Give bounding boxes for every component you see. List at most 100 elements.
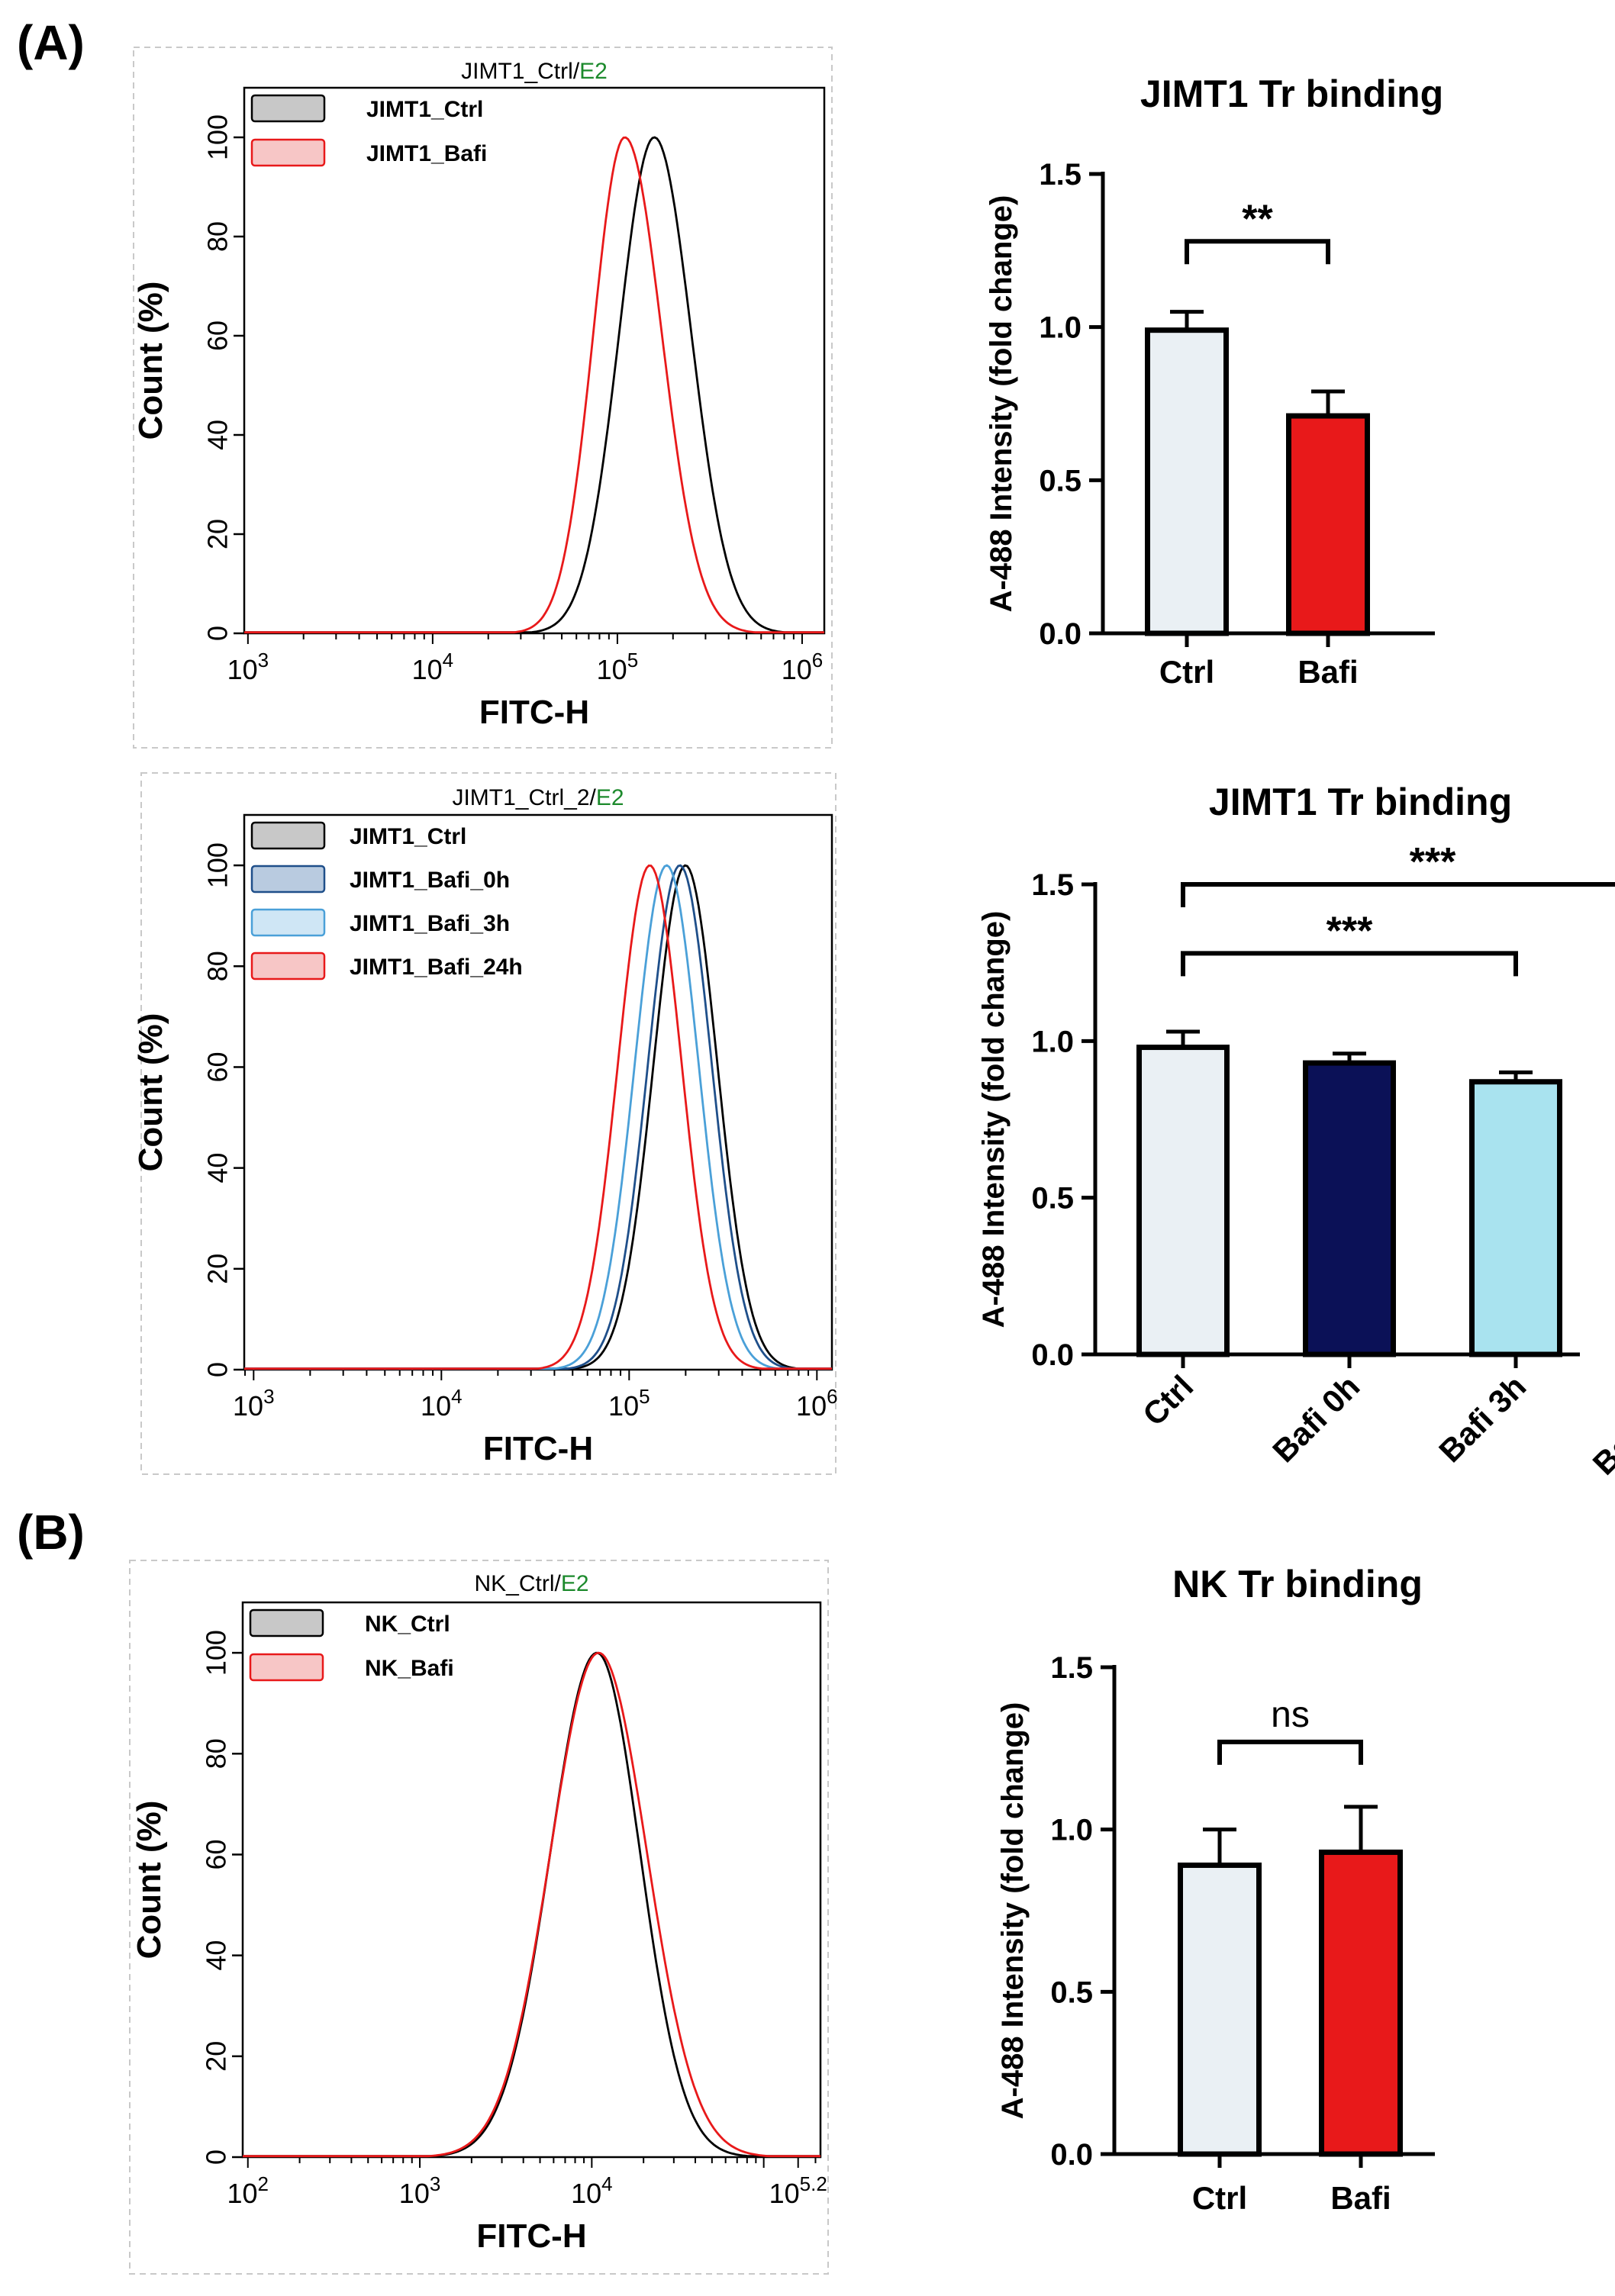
series-curve-nk_ctrl bbox=[243, 1651, 820, 2158]
y-tick-label: 60 bbox=[202, 1051, 234, 1082]
x-tick-label: 103 bbox=[399, 2172, 441, 2209]
histogram-title-separator: / bbox=[573, 59, 580, 84]
plot-frame bbox=[243, 86, 826, 635]
bar-bafi bbox=[1286, 413, 1370, 636]
x-tick-exponent: 4 bbox=[451, 1385, 462, 1408]
legend-swatch bbox=[250, 821, 326, 850]
x-tick-exponent: 6 bbox=[812, 649, 823, 671]
series-curve-jimt1_bafi_3h bbox=[244, 864, 832, 1370]
series-curve-jimt1_ctrl bbox=[244, 864, 832, 1370]
category-label: Ctrl bbox=[1136, 1368, 1200, 1432]
x-tick-label: 106 bbox=[796, 1385, 838, 1422]
legend-label: JIMT1_Bafi_24h bbox=[350, 955, 523, 980]
x-tick-exponent: 5.2 bbox=[800, 2172, 827, 2195]
x-tick-exponent: 5 bbox=[639, 1385, 650, 1408]
x-tick-exponent: 3 bbox=[263, 1385, 274, 1408]
histogram-title-suffix: E2 bbox=[561, 1571, 589, 1596]
y-tick-label: 80 bbox=[202, 221, 234, 252]
significance-bracket bbox=[1181, 882, 1615, 907]
x-tick-label: 104 bbox=[571, 2172, 613, 2209]
y-tick-label: 20 bbox=[202, 1254, 234, 1284]
histogram-title-suffix: E2 bbox=[579, 59, 608, 84]
x-tick-label: 105.2 bbox=[769, 2172, 827, 2209]
y-tick-label: 0.5 bbox=[1050, 1976, 1093, 2009]
bar-bafi bbox=[1319, 1849, 1403, 2157]
y-tick-label: 0 bbox=[201, 2149, 232, 2165]
category-label: Bafi bbox=[1330, 2180, 1391, 2216]
panel-frame bbox=[140, 772, 837, 1475]
bar-ctrl bbox=[1178, 1862, 1262, 2157]
bar-chart-title: NK Tr binding bbox=[1172, 1563, 1423, 1605]
x-axis-label: FITC-H bbox=[476, 2217, 586, 2255]
histogram-title: NK_Ctrl/E2 bbox=[474, 1571, 588, 1596]
bar-chart-jimt1-binding-timecourse: JIMT1 Tr binding 0.0 0.5 1.0 1.5 A-488 Intens… bbox=[977, 781, 1615, 1482]
x-tick-exponent: 4 bbox=[443, 649, 453, 671]
x-tick-base: 10 bbox=[412, 654, 443, 685]
x-tick-label: 103 bbox=[233, 1385, 275, 1422]
category-label: Bafi 0h bbox=[1265, 1368, 1366, 1469]
legend-label: JIMT1_Bafi_0h bbox=[350, 868, 510, 893]
y-tick-label: 80 bbox=[201, 1738, 232, 1769]
y-tick-label: 1.0 bbox=[1039, 311, 1082, 345]
histogram-title-main: NK_Ctrl bbox=[474, 1571, 554, 1596]
y-tick-label: 40 bbox=[201, 1940, 232, 1971]
histogram-title-suffix: E2 bbox=[596, 785, 624, 810]
y-axis-label: Count (%) bbox=[132, 282, 169, 440]
plot-frame bbox=[241, 1601, 822, 2159]
x-tick-base: 10 bbox=[782, 654, 812, 685]
x-tick-exponent: 5 bbox=[627, 649, 638, 671]
y-tick-label: 0 bbox=[202, 626, 234, 641]
series-curve-jimt1_bafi_0h bbox=[244, 864, 832, 1370]
legend-label: JIMT1_Ctrl bbox=[366, 97, 483, 122]
y-tick-label: 0.0 bbox=[1039, 617, 1082, 651]
x-tick-label: 103 bbox=[227, 649, 269, 685]
category-label: Bafi 24h bbox=[1586, 1368, 1615, 1482]
series-curve-jimt1_bafi bbox=[244, 136, 824, 634]
category-label: Ctrl bbox=[1159, 654, 1214, 690]
y-tick-label: 60 bbox=[201, 1839, 232, 1869]
y-axis-label: Count (%) bbox=[132, 1013, 169, 1172]
series-curve-jimt1_bafi_24h bbox=[244, 864, 832, 1370]
bar-ctrl bbox=[1136, 1045, 1230, 1357]
x-tick-exponent: 3 bbox=[258, 649, 269, 671]
bar-chart-title: JIMT1 Tr binding bbox=[1140, 72, 1443, 115]
legend-label: NK_Bafi bbox=[365, 1656, 454, 1681]
bar-chart-jimt1-binding: JIMT1 Tr binding 0.0 0.5 1.0 1.5 A-488 Intens… bbox=[985, 72, 1443, 690]
y-tick-label: 0.5 bbox=[1031, 1182, 1074, 1216]
x-tick-base: 10 bbox=[227, 2178, 258, 2209]
y-tick-label: 40 bbox=[202, 420, 234, 450]
y-tick-label: 1.0 bbox=[1050, 1814, 1093, 1847]
legend-label: JIMT1_Bafi_3h bbox=[350, 911, 510, 936]
y-tick-label: 60 bbox=[202, 320, 234, 351]
y-tick-label: 1.0 bbox=[1031, 1025, 1074, 1058]
legend-label: JIMT1_Bafi bbox=[366, 141, 487, 166]
y-tick-label: 0.0 bbox=[1050, 2138, 1093, 2172]
histogram-title-separator: / bbox=[554, 1571, 561, 1596]
significance-label: ** bbox=[1242, 197, 1273, 241]
x-axis-label: FITC-H bbox=[483, 1430, 593, 1467]
y-tick-label: 1.5 bbox=[1050, 1651, 1093, 1685]
x-tick-label: 104 bbox=[412, 649, 454, 685]
x-tick-base: 10 bbox=[769, 2178, 800, 2209]
y-tick-label: 100 bbox=[201, 1630, 232, 1676]
y-tick-label: 40 bbox=[202, 1153, 234, 1183]
x-tick-base: 10 bbox=[421, 1390, 451, 1422]
x-tick-base: 10 bbox=[571, 2178, 601, 2209]
bar-bafi-0h bbox=[1303, 1060, 1396, 1357]
x-tick-label: 106 bbox=[782, 649, 824, 685]
y-tick-label: 80 bbox=[202, 951, 234, 981]
x-tick-base: 10 bbox=[227, 654, 258, 685]
x-tick-base: 10 bbox=[796, 1390, 827, 1422]
significance-label: ns bbox=[1271, 1695, 1310, 1735]
x-tick-base: 10 bbox=[233, 1390, 263, 1422]
histogram-title-main: JIMT1_Ctrl_2 bbox=[452, 785, 589, 810]
y-axis-label: A-488 Intensity (fold change) bbox=[985, 195, 1018, 613]
y-axis-label: Count (%) bbox=[131, 1801, 168, 1959]
y-tick-label: 0.5 bbox=[1039, 464, 1082, 498]
histogram-title-main: JIMT1_Ctrl bbox=[461, 59, 573, 84]
legend-swatch bbox=[249, 1608, 324, 1637]
legend-swatch bbox=[250, 952, 326, 981]
y-tick-label: 1.5 bbox=[1031, 868, 1074, 902]
